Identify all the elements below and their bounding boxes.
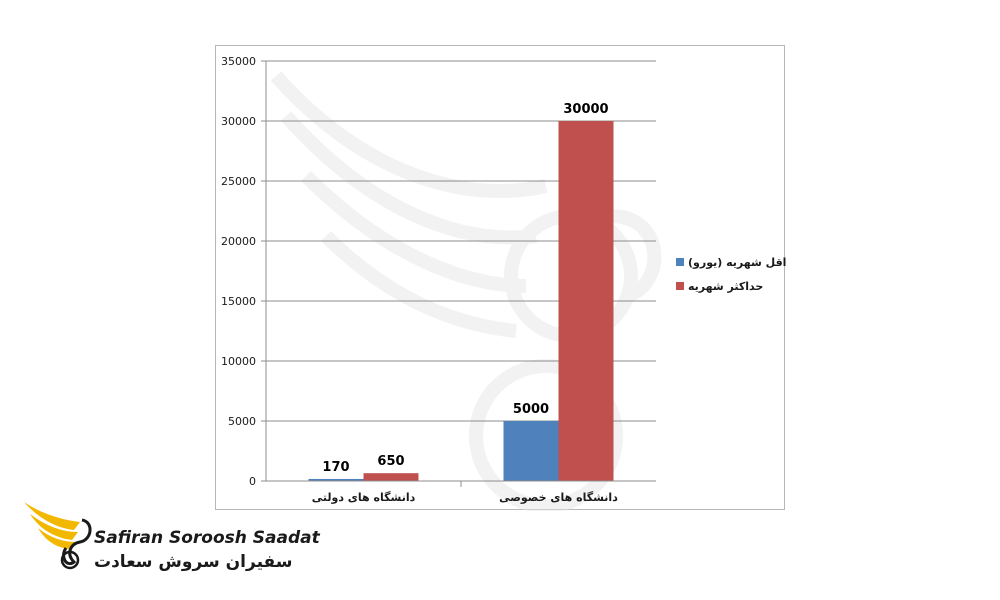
winged-bird-logo-icon [24, 502, 92, 570]
x-axis: دانشگاه های دولتی دانشگاه های خصوصی [266, 480, 656, 504]
data-label: 30000 [563, 102, 608, 117]
bar [363, 473, 419, 481]
legend-swatch [676, 258, 684, 266]
bar-chart: 0 5000 10000 15000 20000 25000 30000 35000 170 6… [221, 55, 786, 511]
y-tick-label: 10000 [221, 355, 256, 368]
chart-frame: 0 5000 10000 15000 20000 25000 30000 35000 170 6… [215, 45, 786, 511]
data-label: 5000 [513, 402, 549, 417]
legend: حداقل شهریه (یورو) حداکثر شهریه [676, 256, 786, 293]
y-tick-label: 20000 [221, 235, 256, 248]
brand-name-latin: Safiran Soroosh Saadat [94, 528, 320, 548]
brand-name-persian: سفیران سروش سعادت [94, 552, 293, 572]
legend-label: حداکثر شهریه [688, 280, 763, 293]
bar [503, 421, 559, 481]
y-tick-label: 30000 [221, 115, 256, 128]
bar [558, 121, 614, 481]
y-tick-label: 0 [249, 475, 256, 488]
legend-swatch [676, 282, 684, 290]
bar [308, 478, 364, 481]
y-tick-label: 5000 [228, 415, 256, 428]
data-labels: 170 650 5000 30000 [322, 102, 608, 475]
x-tick-label: دانشگاه های خصوصی [499, 491, 618, 504]
x-tick-label: دانشگاه های دولتی [312, 491, 416, 504]
legend-label: حداقل شهریه (یورو) [688, 256, 786, 269]
data-label: 170 [322, 460, 349, 475]
brand-logo: Safiran Soroosh Saadat سفیران سروش سعادت [22, 492, 320, 582]
bars [308, 121, 614, 481]
data-label: 650 [377, 454, 404, 469]
y-tick-label: 15000 [221, 295, 256, 308]
y-axis: 0 5000 10000 15000 20000 25000 30000 35000 [221, 55, 267, 488]
y-tick-label: 25000 [221, 175, 256, 188]
y-tick-label: 35000 [221, 55, 256, 68]
